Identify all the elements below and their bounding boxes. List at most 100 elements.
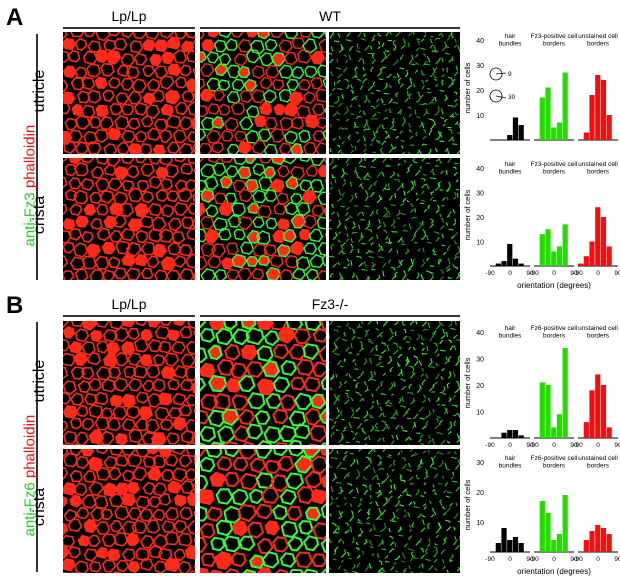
cell-outline <box>103 534 116 546</box>
cell-outline <box>77 406 88 417</box>
cell-outline <box>446 405 458 416</box>
cell-outline <box>442 77 453 88</box>
x-tick-label: 0 <box>508 442 512 449</box>
cell-outline <box>397 68 408 78</box>
cell-outline <box>361 444 374 445</box>
cell-outline <box>217 489 233 503</box>
cell-outline <box>361 449 373 454</box>
cell-outline <box>348 469 360 481</box>
cell-outline <box>266 394 281 408</box>
cell-outline <box>117 561 128 572</box>
cell-outline <box>284 103 297 116</box>
cell-outline <box>335 547 346 558</box>
cell-outline <box>407 242 420 253</box>
histogram-bar <box>607 427 612 438</box>
histogram-bar <box>557 246 562 266</box>
cell-outline <box>100 191 113 204</box>
cell-outline <box>452 132 460 144</box>
cell-outline <box>311 32 324 38</box>
histogram-bar <box>496 264 501 266</box>
cell-outline <box>312 206 324 217</box>
cell-outline <box>63 204 67 214</box>
cell-outline <box>299 521 312 534</box>
cell-outline <box>371 66 382 76</box>
cell-outline <box>186 79 195 91</box>
cell-outline <box>344 119 355 130</box>
cell-outline <box>329 80 335 92</box>
cell-outline <box>70 204 81 215</box>
cell-outline <box>415 203 427 215</box>
cell-outline <box>137 392 148 403</box>
cell-outline <box>336 449 347 456</box>
cell-outline <box>75 483 87 495</box>
cell-outline <box>358 219 369 230</box>
cell-outline <box>446 328 457 338</box>
cell-outline <box>357 39 369 51</box>
cell-outline <box>319 40 326 53</box>
cell-outline <box>200 129 205 140</box>
cell-outline <box>226 193 237 203</box>
cell-outline <box>329 418 334 430</box>
cell-outline <box>310 426 326 441</box>
cell-outline <box>259 158 272 163</box>
cell-outline <box>290 92 303 105</box>
cell-outline <box>116 434 127 445</box>
cell-outline <box>77 508 89 519</box>
cell-outline <box>82 232 93 242</box>
cell-outline <box>399 129 413 143</box>
histogram-bar <box>545 88 550 141</box>
cell-outline <box>180 245 192 256</box>
cell-outline <box>239 505 256 521</box>
cell-outline <box>233 255 247 268</box>
cell-outline <box>428 449 439 456</box>
cell-outline <box>380 141 394 154</box>
cell-outline <box>442 469 453 480</box>
cell-outline <box>188 204 195 214</box>
cell-outline <box>200 321 205 327</box>
cell-outline <box>402 393 414 404</box>
cell-outline <box>173 418 186 430</box>
cell-outline <box>227 269 238 280</box>
cell-outline <box>290 345 306 360</box>
cell-outline <box>174 158 185 162</box>
histogram-bar <box>501 261 506 266</box>
cell-outline <box>290 411 305 425</box>
cell-outline <box>63 536 74 547</box>
cell-outline <box>307 269 318 280</box>
x-axis-label: orientation (degrees) <box>517 281 591 290</box>
cell-outline <box>415 104 427 116</box>
cell-outline <box>368 93 379 104</box>
histogram-bar <box>589 95 594 140</box>
cell-outline <box>319 243 327 255</box>
cell-outline <box>361 420 374 433</box>
cell-outline <box>399 494 412 507</box>
cell-outline <box>217 521 232 536</box>
cell-outline <box>419 406 430 417</box>
cell-outline <box>117 456 128 466</box>
cell-outline <box>165 532 178 545</box>
cell-outline <box>279 40 292 52</box>
cell-outline <box>63 546 69 559</box>
col-header-lp-b: Lp/Lp <box>63 296 195 312</box>
cell-outline <box>396 430 409 443</box>
cell-outline <box>330 144 341 154</box>
cell-outline <box>63 256 67 268</box>
cell-outline <box>455 180 461 191</box>
cell-outline <box>453 205 460 217</box>
cell-outline <box>222 258 233 269</box>
cell-outline <box>362 53 375 65</box>
col-header-wt: WT <box>200 8 460 24</box>
cell-outline <box>394 535 407 548</box>
cell-outline <box>179 144 193 154</box>
histogram-bar <box>501 433 506 438</box>
cell-outline <box>97 548 108 559</box>
histogram-bar <box>563 348 568 438</box>
cell-outline <box>206 205 218 217</box>
histogram-bar <box>563 73 568 141</box>
cell-outline <box>329 106 337 117</box>
cell-outline <box>266 461 279 473</box>
cell-outline <box>389 102 401 114</box>
cell-outline <box>348 132 360 143</box>
cell-outline <box>263 552 279 567</box>
